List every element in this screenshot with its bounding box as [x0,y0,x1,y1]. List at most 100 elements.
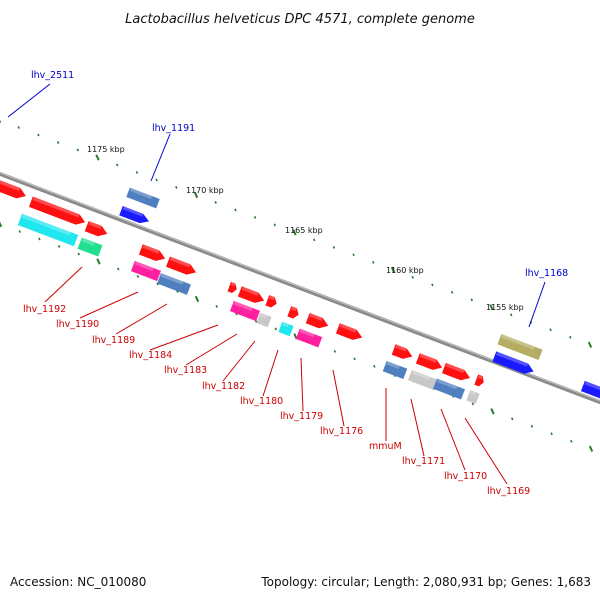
gene-block-red-10[interactable] [335,323,364,343]
gene-block-pink-3-body [295,328,323,348]
gene-block-teal[interactable] [77,237,103,257]
gene-label-lhv-1168[interactable]: lhv_1168 [525,268,568,279]
gene-block-red-11-body [391,344,413,359]
gene-block-red-6[interactable] [237,286,266,306]
gene-block-edge-blue-body [580,380,600,399]
gene-block-edge-blue[interactable] [580,380,600,401]
gene-block-grey-3[interactable] [466,390,480,404]
gene-block-red-8[interactable] [287,306,300,320]
gene-block-red-small-1-body [227,281,237,293]
scale-dot-outer [549,328,552,332]
gene-block-steel-mmum-highlight [386,361,400,370]
gene-block-grey-1[interactable] [256,312,272,328]
gene-label-lhv-1183[interactable]: lhv_1183 [164,365,207,376]
scale-dot-outer [234,208,237,212]
gene-label-lhv-1176[interactable]: lhv_1176 [320,426,363,437]
scale-dot-inner [471,402,475,406]
gene-block-red-9[interactable] [305,312,330,331]
gene-block-steel-2[interactable] [433,378,465,400]
gene-block-lhv1168-olive-body [497,334,543,360]
scale-dot-outer [569,335,572,339]
gene-block-lhv1191-steel-body [126,187,160,209]
gene-label-lhv-1182[interactable]: lhv_1182 [202,381,245,392]
tick-label-1160: 1160 kbp [386,266,424,275]
tick-label-1165: 1165 kbp [285,226,323,235]
scale-dot-outer [489,304,494,311]
gene-block-cyan-2[interactable] [278,321,294,337]
gene-block-red-1[interactable] [0,178,28,201]
gene-label-lhv-1171[interactable]: lhv_1171 [402,456,445,467]
gene-block-red-small-1-highlight [230,282,236,287]
gene-block-pink-1[interactable] [130,260,162,282]
gene-block-lhv1168-blue-highlight [496,351,529,367]
gene-label-mmum[interactable]: mmuM [369,441,402,452]
gene-block-edge-blue-highlight [584,381,600,392]
gene-label-lhv-1179[interactable]: lhv_1179 [280,411,323,422]
gene-block-red-7-body [265,295,277,308]
gene-block-red-13-body [441,362,471,381]
gene-block-red-small-2-body [474,374,484,387]
gene-block-red-1-highlight [0,179,21,192]
leader-lhv-1182 [222,340,256,382]
gene-block-red-2-body [28,196,86,225]
gene-label-lhv-1169[interactable]: lhv_1169 [487,486,530,497]
gene-block-steel-1[interactable] [157,273,191,295]
gene-block-red-small-1[interactable] [227,281,238,294]
gene-block-cyan[interactable] [17,213,79,247]
gene-block-steel-mmum[interactable] [382,360,408,380]
gene-label-lhv-1189[interactable]: lhv_1189 [92,335,135,346]
scale-dot-inner [274,327,278,331]
gene-block-lhv1191-blue[interactable] [119,205,151,226]
gene-block-red-13[interactable] [441,362,472,383]
gene-block-steel-1-body [157,273,191,295]
gene-label-lhv-1184[interactable]: lhv_1184 [129,350,172,361]
gene-block-lhv1168-olive[interactable] [497,334,543,360]
scale-dot-outer [56,141,60,144]
gene-label-lhv-1190[interactable]: lhv_1190 [56,319,99,330]
scale-dot-outer [95,154,100,161]
scale-dot-inner [570,439,573,443]
scale-dot-outer [253,215,257,219]
leader-lhv-1176 [332,369,345,427]
gene-block-lhv1191-steel[interactable] [126,187,160,209]
gene-block-lhv1168-blue[interactable] [492,351,535,376]
gene-block-grey-3-body [466,390,480,404]
gene-block-red-9-body [305,312,329,329]
kbp-scale: 1175 kbp 1170 kbp 1165 kbp 1160 kbp 1155… [87,145,524,312]
gene-block-red-2[interactable] [28,196,87,228]
gene-block-red-7[interactable] [265,295,278,309]
scale-dot-outer [312,238,316,242]
scale-dot-outer [214,200,217,204]
gene-block-grey-2-body [407,369,439,391]
scale-dot-outer [37,133,40,137]
leader-lhv-1183 [185,333,238,366]
scale-dot-outer [470,298,474,302]
gene-label-lhv-1180[interactable]: lhv_1180 [240,396,283,407]
scale-dot-outer [587,341,593,348]
gene-block-grey-1-body [256,312,272,328]
scale-dot-outer [332,245,336,249]
gene-block-pink-3[interactable] [295,328,323,348]
scale-dot-inner [550,432,553,436]
gene-block-red-12-body [415,353,443,370]
scale-dot-outer [115,163,119,167]
gene-label-lhv-1191[interactable]: lhv_1191 [152,123,195,134]
gene-block-red-small-2[interactable] [474,374,485,387]
gene-block-red-3[interactable] [84,220,109,239]
gene-label-lhv-2511[interactable]: lhv_2511 [31,70,74,81]
scale-dot-outer [273,223,277,227]
gene-block-red-12[interactable] [415,353,444,373]
gene-label-lhv-1192[interactable]: lhv_1192 [23,304,66,315]
scale-dots [0,116,594,452]
scale-dot-outer [0,116,2,124]
gene-block-red-4[interactable] [138,244,167,264]
scale-dot-inner [215,304,218,308]
gene-block-lhv1191-blue-body [119,205,150,224]
gene-label-lhv-1170[interactable]: lhv_1170 [444,471,487,482]
map-title: Lactobacillus helveticus DPC 4571, compl… [125,12,475,27]
gene-block-red-5[interactable] [166,256,198,278]
gene-block-pink-2[interactable] [229,300,261,322]
gene-block-red-11[interactable] [391,344,415,361]
scale-dot-outer [17,126,20,129]
gene-block-grey-2[interactable] [407,369,439,391]
